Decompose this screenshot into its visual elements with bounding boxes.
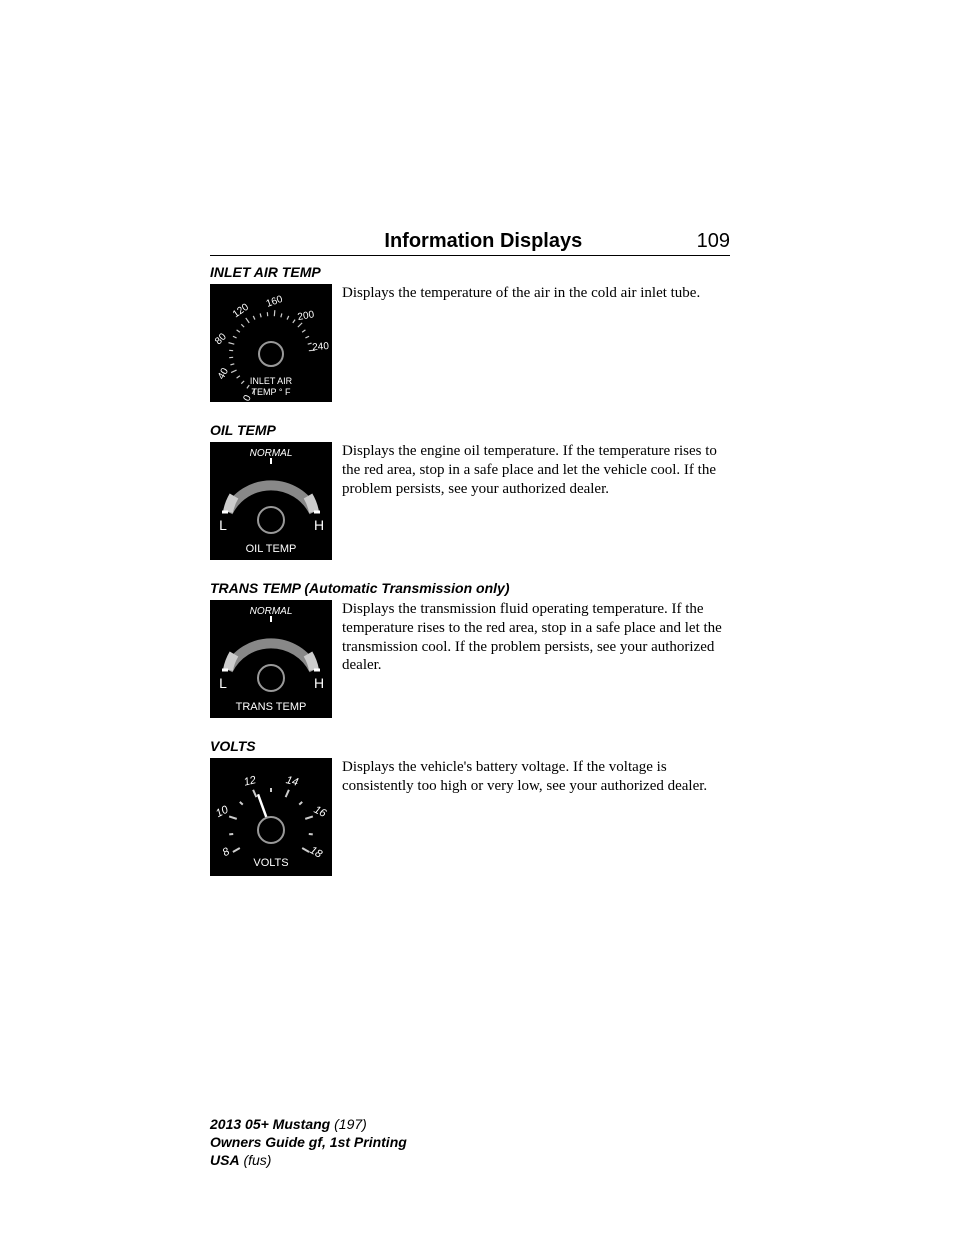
- footer-region: USA: [210, 1152, 240, 1168]
- desc-inlet: Displays the temperature of the air in t…: [342, 284, 700, 303]
- gauge-volts-icon: 8 10 12 14 16 18 VOLTS: [210, 758, 332, 876]
- section-trans-temp: TRANS TEMP (Automatic Transmission only)…: [210, 580, 730, 718]
- section-body-oil: NORMAL L H OIL TEMP Displays the engine …: [210, 442, 730, 560]
- gauge-oil-temp-icon: NORMAL L H OIL TEMP: [210, 442, 332, 560]
- page-number: 109: [697, 230, 730, 253]
- section-body-volts: 8 10 12 14 16 18 VOLTS Displays the vehi…: [210, 758, 730, 876]
- section-inlet-air-temp: INLET AIR TEMP: [210, 264, 730, 402]
- section-volts: VOLTS: [210, 738, 730, 876]
- heading-oil: OIL TEMP: [210, 422, 730, 438]
- section-oil-temp: OIL TEMP NORMAL L H OIL TEMP Displays th…: [210, 422, 730, 560]
- gauge-label: 240: [312, 341, 330, 353]
- header-title: Information Displays: [210, 230, 697, 253]
- section-body-inlet: 0 40 80 120 160 200 240 INLET AIR TEMP °…: [210, 284, 730, 402]
- gauge-l-label: L: [219, 675, 227, 691]
- footer-code: (197): [334, 1116, 367, 1132]
- gauge-inlet-air-icon: 0 40 80 120 160 200 240 INLET AIR TEMP °…: [210, 284, 332, 402]
- gauge-top-label: NORMAL: [250, 448, 293, 459]
- gauge-title: OIL TEMP: [246, 543, 297, 555]
- gauge-title: TRANS TEMP: [236, 701, 307, 713]
- gauge-title: VOLTS: [253, 857, 288, 869]
- footer-guide: Owners Guide gf, 1st Printing: [210, 1134, 407, 1150]
- gauge-h-label: H: [314, 675, 324, 691]
- gauge-title: INLET AIR: [250, 376, 293, 386]
- gauge-h-label: H: [314, 517, 324, 533]
- page-header: Information Displays 109: [210, 230, 730, 256]
- desc-trans: Displays the transmission fluid operatin…: [342, 600, 730, 675]
- footer-model: 2013 05+ Mustang: [210, 1116, 330, 1132]
- gauge-trans-temp-icon: NORMAL L H TRANS TEMP: [210, 600, 332, 718]
- heading-trans: TRANS TEMP (Automatic Transmission only): [210, 580, 730, 596]
- heading-volts: VOLTS: [210, 738, 730, 754]
- desc-volts: Displays the vehicle's battery voltage. …: [342, 758, 730, 796]
- heading-inlet: INLET AIR TEMP: [210, 264, 730, 280]
- page-footer: 2013 05+ Mustang (197) Owners Guide gf, …: [210, 1115, 407, 1170]
- desc-oil: Displays the engine oil temperature. If …: [342, 442, 730, 498]
- page-content: Information Displays 109 INLET AIR TEMP: [210, 230, 730, 896]
- section-body-trans: NORMAL L H TRANS TEMP Displays the trans…: [210, 600, 730, 718]
- footer-region-code: (fus): [243, 1152, 271, 1168]
- gauge-title: TEMP ° F: [252, 387, 291, 397]
- gauge-top-label: NORMAL: [250, 606, 293, 617]
- gauge-l-label: L: [219, 517, 227, 533]
